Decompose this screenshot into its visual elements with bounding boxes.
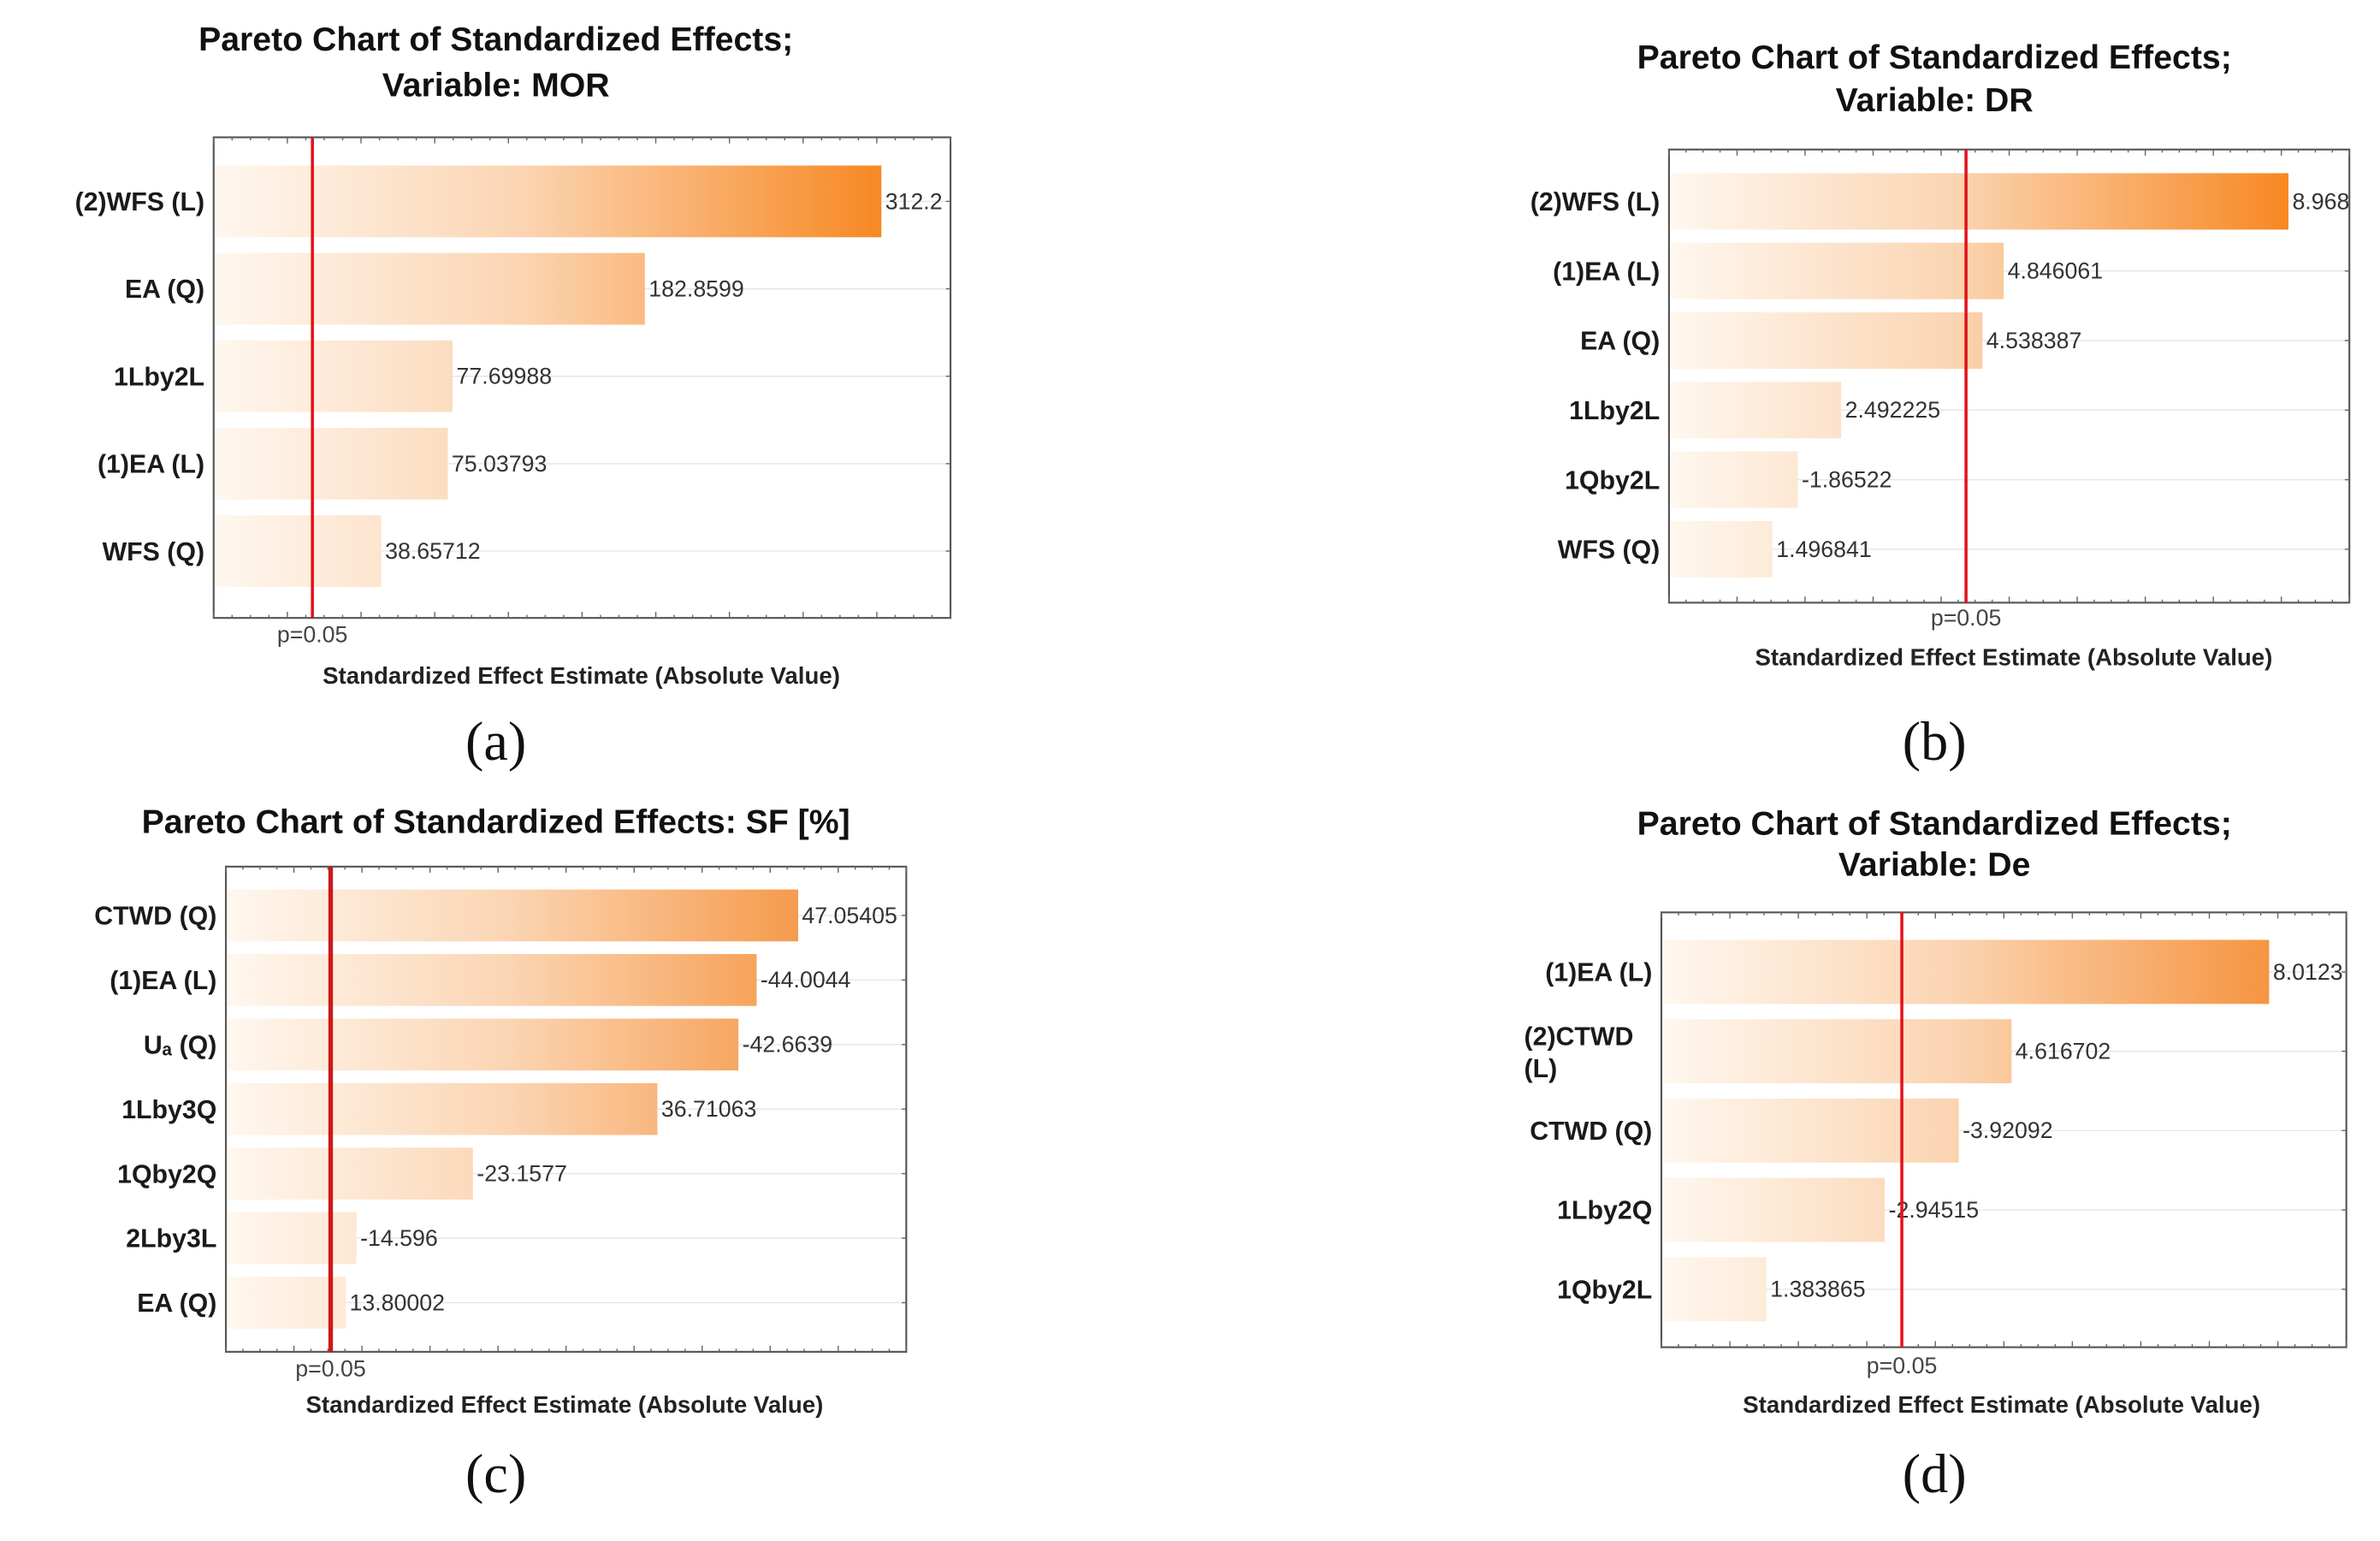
- significance-label: p=0.05: [295, 1355, 366, 1381]
- bar-value-label: 77.69988: [457, 364, 553, 389]
- category-label: Uₐ (Q): [144, 1031, 216, 1059]
- bar-value-label: -1.86522: [1802, 467, 1892, 493]
- bar: [1662, 1098, 1959, 1163]
- bar-value-label: 4.538387: [1986, 328, 2082, 353]
- category-label: CTWD (Q): [94, 903, 216, 931]
- bar-value-label: -42.6639: [743, 1032, 833, 1058]
- panel-label: (d): [1903, 1443, 1967, 1504]
- category-label: EA (Q): [1580, 328, 1660, 356]
- bar: [227, 1212, 357, 1265]
- bar: [215, 165, 882, 238]
- x-axis-title: Standardized Effect Estimate (Absolute V…: [1743, 1391, 2260, 1418]
- category-label: CTWD (Q): [1530, 1117, 1652, 1146]
- category-label: (1)EA (L): [1545, 959, 1652, 987]
- bar: [215, 252, 645, 325]
- category-label: 1Lby2L: [114, 363, 204, 391]
- bar-value-label: 182.8599: [648, 276, 744, 301]
- bar: [1662, 1177, 1886, 1242]
- category-label: 1Qby2L: [1565, 466, 1660, 495]
- pareto-chart-b: Pareto Chart of Standardized Effects; Var…: [1530, 39, 2351, 772]
- significance-label: p=0.05: [277, 622, 348, 648]
- bar-value-label: 8.968: [2292, 188, 2349, 214]
- bar-value-label: 4.616702: [2016, 1039, 2111, 1064]
- pareto-chart-d: Pareto Chart of Standardized Effects; Var…: [1525, 804, 2347, 1504]
- bar: [215, 428, 448, 500]
- bar-value-label: 2.492225: [1845, 397, 1941, 423]
- bar-value-label: 1.383865: [1770, 1277, 1866, 1302]
- bar: [227, 1082, 658, 1135]
- bar: [1670, 382, 1842, 439]
- category-label: (1)EA (L): [1553, 258, 1660, 286]
- bar: [1670, 520, 1773, 578]
- panel-label: (a): [465, 711, 526, 772]
- category-label: 2Lby3L: [126, 1225, 216, 1254]
- significance-label: p=0.05: [1931, 605, 2002, 631]
- pareto-chart-a: Pareto Chart of Standardized Effects; Var…: [75, 21, 952, 772]
- bar: [215, 340, 453, 412]
- bar-value-label: -23.1577: [477, 1161, 567, 1187]
- significance-label: p=0.05: [1867, 1353, 1938, 1378]
- bar-value-label: 38.65712: [385, 538, 481, 564]
- category-label: (1)EA (L): [98, 451, 204, 479]
- bar-value-label: 75.03793: [452, 451, 548, 477]
- bar: [1670, 451, 1798, 508]
- category-label: 1Qby2Q: [117, 1160, 216, 1188]
- bar: [227, 1018, 739, 1071]
- bar: [227, 1277, 346, 1329]
- category-label: 1Lby2L: [1569, 397, 1660, 425]
- category-label: 1Lby3Q: [121, 1096, 216, 1124]
- chart-title: Pareto Chart of Standardized Effects;: [1637, 804, 2232, 842]
- bar-value-label: -3.92092: [1963, 1117, 2053, 1143]
- bar: [1670, 242, 2004, 299]
- chart-title: Pareto Chart of Standardized Effects: SF…: [142, 803, 850, 841]
- category-label: WFS (Q): [1558, 536, 1660, 565]
- panel-label: (c): [465, 1443, 526, 1504]
- bar-value-label: 4.846061: [2008, 258, 2104, 284]
- bar-value-label: -44.0044: [761, 967, 851, 993]
- x-axis-title: Standardized Effect Estimate (Absolute V…: [323, 662, 840, 689]
- bar-value-label: 47.05405: [802, 903, 897, 928]
- x-axis-title: Standardized Effect Estimate (Absolute V…: [1755, 643, 2273, 670]
- chart-title: Pareto Chart of Standardized Effects;: [1637, 39, 2232, 76]
- bar: [1670, 312, 1983, 369]
- category-label: EA (Q): [125, 276, 204, 304]
- bar-value-label: -2.94515: [1889, 1197, 1980, 1223]
- chart-title: Variable: De: [1838, 846, 2031, 884]
- bar-value-label: -14.596: [360, 1225, 438, 1251]
- panel-label: (b): [1903, 711, 1967, 772]
- bar-value-label: 13.80002: [349, 1289, 445, 1315]
- bar: [227, 1147, 473, 1200]
- pareto-chart-c: Pareto Chart of Standardized Effects: SF…: [94, 803, 908, 1504]
- category-label: (2)CTWD (L): [1525, 1022, 1634, 1082]
- chart-title: Variable: MOR: [382, 66, 610, 104]
- category-label: (1)EA (L): [110, 967, 216, 995]
- x-axis-title: Standardized Effect Estimate (Absolute V…: [305, 1391, 823, 1418]
- category-label: WFS (Q): [103, 538, 204, 566]
- bar-value-label: 312.2: [885, 188, 943, 214]
- bar: [1662, 939, 2270, 1005]
- bar: [215, 515, 382, 587]
- category-label: 1Qby2L: [1557, 1276, 1652, 1304]
- bar: [1670, 173, 2288, 230]
- category-label: 1Lby2Q: [1557, 1197, 1652, 1225]
- bar-value-label: 36.71063: [661, 1096, 757, 1122]
- bar: [227, 889, 798, 942]
- category-label: (2)WFS (L): [75, 188, 204, 216]
- category-label: (2)WFS (L): [1530, 188, 1660, 216]
- chart-title: Variable: DR: [1836, 81, 2034, 119]
- bar-value-label: 1.496841: [1776, 536, 1872, 562]
- bar: [1662, 1019, 2012, 1084]
- bar: [227, 954, 757, 1006]
- bar: [1662, 1257, 1767, 1322]
- bar-value-label: 8.0123: [2273, 959, 2343, 985]
- category-label: EA (Q): [137, 1289, 216, 1318]
- chart-title: Pareto Chart of Standardized Effects;: [198, 21, 793, 58]
